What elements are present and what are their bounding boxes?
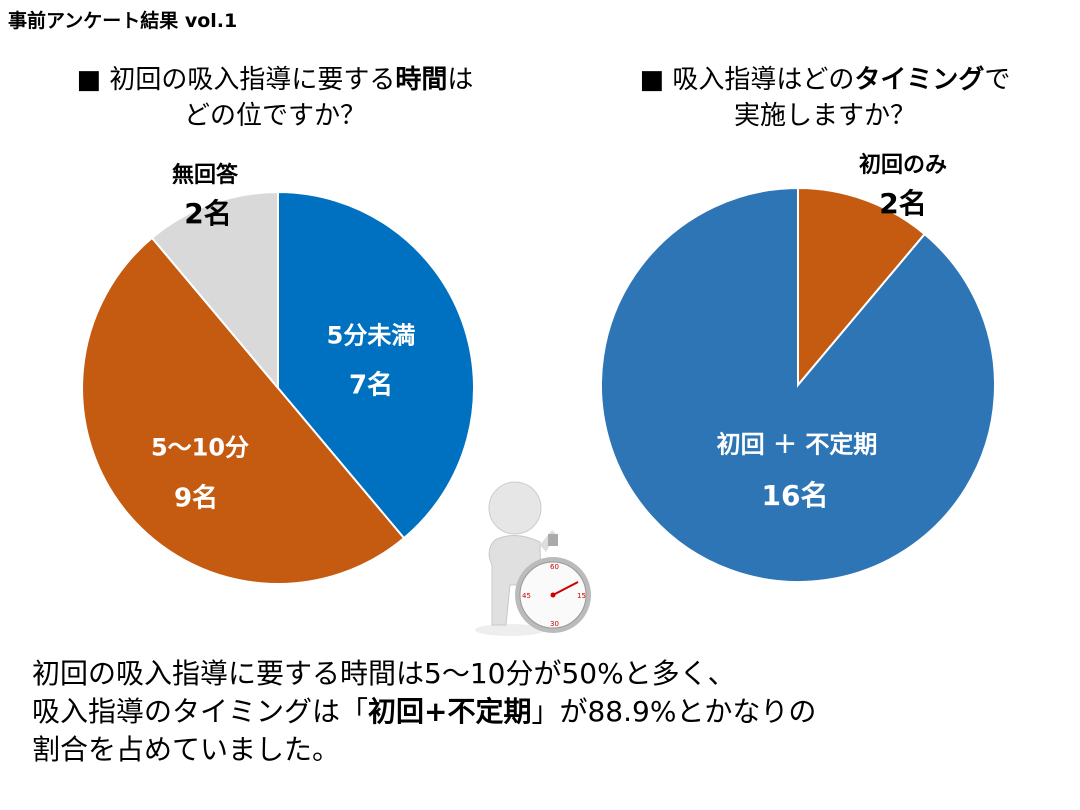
slice-label: 初回のみ [858, 153, 948, 178]
pie-slice [277, 190, 475, 540]
stopwatch-person-illustration: 60 30 45 15 [475, 481, 591, 636]
question-text: で [984, 65, 1011, 95]
summary-line: 初回の吸入指導に要する時間は5～10分が50%と多く、 [32, 657, 736, 690]
bullet: ■ [639, 65, 665, 95]
question-text: 初回の吸入指導に要する [109, 65, 396, 95]
question-text: は [447, 65, 474, 95]
slice-label: 初回 ＋ 不定期 [716, 430, 878, 459]
slice-value: 2名 [184, 197, 232, 230]
svg-text:30: 30 [550, 620, 559, 628]
slice-value: 7名 [348, 370, 394, 401]
bullet: ■ [76, 65, 102, 95]
pie-slice [81, 236, 406, 585]
slice-label: 5～10分 [150, 433, 250, 462]
question-1-heading: ■ 初回の吸入指導に要する時間は どの位ですか？ [20, 62, 530, 134]
pie-slice [600, 186, 996, 583]
svg-text:60: 60 [550, 563, 559, 571]
svg-text:15: 15 [577, 592, 586, 600]
pie-slice [797, 186, 927, 388]
question-text: 実施しますか？ [733, 101, 916, 131]
summary-line: 割合を占めていました。 [32, 733, 341, 766]
summary-line: 吸入指導のタイミングは「 [32, 695, 369, 728]
slide-title: 事前アンケート結果 vol.1 [8, 10, 238, 32]
summary-emphasis: 初回+不定期 [368, 695, 532, 728]
slice-label: 無回答 [171, 163, 239, 188]
summary-text: 初回の吸入指導に要する時間は5～10分が50%と多く、 吸入指導のタイミングは「… [32, 655, 816, 769]
question-2-heading: ■ 吸入指導はどのタイミングで 実施しますか？ [585, 62, 1065, 134]
question-emphasis: タイミング [854, 65, 985, 95]
svg-text:45: 45 [522, 592, 531, 600]
question-emphasis: 時間 [395, 65, 448, 95]
slice-value: 16名 [761, 479, 829, 512]
question-text: どの位ですか？ [183, 101, 366, 131]
slice-label: 5分未満 [326, 321, 416, 350]
pie-slice [150, 190, 279, 391]
summary-line: 」が88.9%とかなりの [531, 695, 817, 728]
question-text: 吸入指導はどの [672, 65, 855, 95]
pie-chart-time [81, 190, 475, 585]
slice-value: 9名 [173, 483, 219, 514]
pie-chart-timing [600, 186, 996, 583]
slice-value: 2名 [879, 187, 927, 220]
